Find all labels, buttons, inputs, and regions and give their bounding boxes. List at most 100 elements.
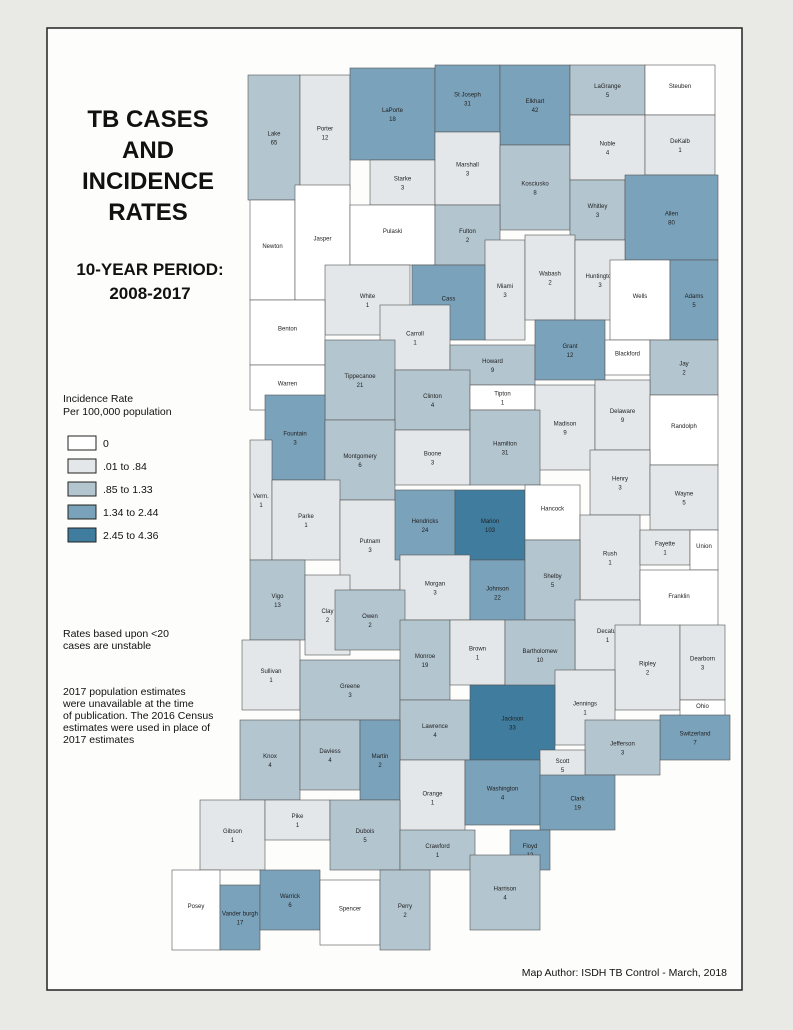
- county: Harrison 4: [469, 854, 541, 931]
- county-shape: [639, 569, 719, 631]
- county-shape: [469, 559, 526, 626]
- legend-label: 1.34 to 2.44: [103, 507, 159, 519]
- case-count: 1: [413, 341, 417, 347]
- county-name: Dearborn: [690, 657, 715, 663]
- county-shape: [399, 699, 471, 761]
- county-shape: [399, 759, 466, 836]
- county-shape: [594, 379, 651, 451]
- county-shape: [349, 67, 436, 161]
- county-shape: [644, 64, 716, 116]
- county: Martin 2: [359, 719, 401, 801]
- county-shape: [469, 684, 556, 761]
- county-name: Sullivan: [260, 669, 281, 675]
- county-shape: [264, 394, 326, 481]
- county-name: Bartholomew: [522, 649, 558, 655]
- county: Union: [689, 529, 719, 571]
- county-name: Carroll: [406, 332, 424, 338]
- county-name: Owen: [362, 614, 378, 620]
- case-count: 7: [693, 741, 697, 747]
- county-name: Orange: [422, 792, 443, 798]
- case-count: 1: [436, 853, 440, 859]
- county-shape: [649, 394, 719, 466]
- legend-label: 2.45 to 4.36: [103, 530, 159, 542]
- case-count: 1: [296, 823, 300, 829]
- county-shape: [569, 179, 626, 241]
- county-name: Elkhart: [526, 99, 545, 105]
- county: Elkhart 42: [499, 64, 571, 146]
- county-name: Marion: [481, 519, 499, 525]
- county-shape: [299, 74, 351, 191]
- county-shape: [394, 489, 456, 561]
- county-shape: [609, 259, 671, 341]
- county-name: Whitley: [588, 204, 608, 210]
- county: Rush 1: [579, 514, 641, 601]
- county-shape: [171, 869, 221, 951]
- county: Wells: [609, 259, 671, 341]
- case-count: 24: [422, 528, 429, 534]
- legend-swatch: [67, 481, 97, 497]
- county-name: Rush: [603, 552, 617, 558]
- county-name: Greene: [340, 684, 361, 690]
- case-count: 5: [606, 93, 610, 99]
- county: DeKalb 1: [644, 114, 716, 176]
- county: Dearborn 3: [679, 624, 726, 701]
- case-count: 22: [494, 596, 501, 602]
- county-shape: [239, 719, 301, 801]
- county-name: Ripley: [639, 662, 656, 668]
- county-name: Jennings: [573, 702, 597, 708]
- county-name: Noble: [600, 142, 616, 148]
- county-name: Union: [696, 544, 712, 550]
- county: LaGrange 5: [569, 64, 646, 116]
- case-count: 19: [574, 806, 581, 812]
- legend-label: .01 to .84: [103, 461, 147, 473]
- county-shape: [499, 64, 571, 146]
- county: Wayne 5: [649, 464, 719, 531]
- county-shape: [399, 554, 471, 621]
- county: Crawford 1: [399, 829, 476, 871]
- county: Wabash 2: [524, 234, 576, 321]
- county: Monroe 19: [399, 619, 451, 701]
- county-name: LaGrange: [594, 84, 621, 90]
- county-name: Vigo: [272, 594, 285, 600]
- case-count: 5: [682, 501, 686, 507]
- case-count: 6: [288, 903, 292, 909]
- case-count: 42: [532, 108, 539, 114]
- county: Blackford: [604, 339, 651, 376]
- county: Orange 1: [399, 759, 466, 836]
- county-name: Huntington: [585, 274, 614, 280]
- county: Washington 4: [464, 759, 541, 826]
- county-name: LaPorte: [382, 108, 404, 114]
- case-count: 9: [621, 418, 625, 424]
- county-shape: [247, 74, 301, 201]
- county-name: Shelby: [543, 574, 561, 580]
- county-shape: [249, 559, 306, 641]
- county-name: Knox: [263, 754, 277, 760]
- case-count: 3: [701, 666, 705, 672]
- county-name: Fayette: [655, 542, 676, 548]
- county-shape: [539, 774, 616, 831]
- case-count: 3: [503, 293, 507, 299]
- county: Vander burgh 17: [219, 884, 261, 951]
- county-shape: [219, 884, 261, 951]
- note-line: of publication. The 2016 Census: [63, 710, 213, 722]
- legend-swatch: [67, 504, 97, 520]
- county-name: Warren: [278, 382, 297, 388]
- county-shape: [624, 174, 719, 261]
- county: Hamilton 31: [469, 409, 541, 486]
- county-name: Adams: [685, 294, 704, 300]
- county: Putnam 3: [339, 499, 401, 591]
- county-shape: [534, 319, 606, 381]
- county-name: Blackford: [615, 352, 640, 358]
- county-name: Cass: [442, 297, 456, 303]
- county-name: Lake: [267, 132, 281, 138]
- legend-title: Incidence Rate: [63, 393, 133, 405]
- case-count: 1: [366, 303, 370, 309]
- county-name: Brown: [469, 647, 486, 653]
- case-count: 9: [491, 368, 495, 374]
- county-name: Harrison: [494, 887, 517, 893]
- case-count: 1: [583, 711, 587, 717]
- county-name: Gibson: [223, 829, 242, 835]
- legend-label: 0: [103, 438, 109, 450]
- county: Miami 3: [484, 239, 526, 341]
